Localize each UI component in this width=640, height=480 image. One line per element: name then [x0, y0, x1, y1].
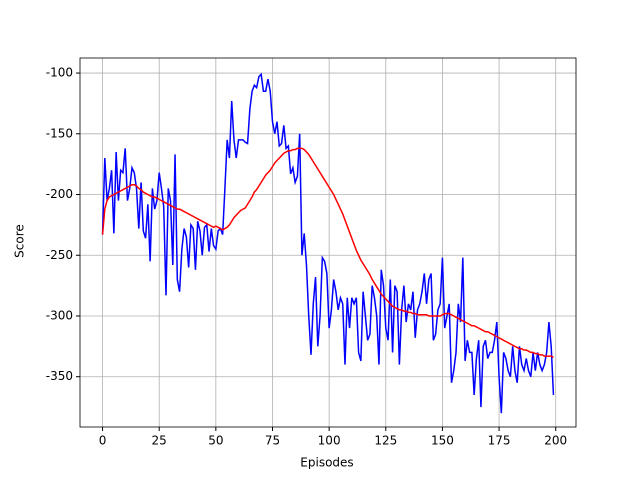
x-tick-label: 0 [99, 434, 107, 448]
x-tick-label: 200 [544, 434, 567, 448]
data-line [101, 72, 555, 414]
x-tick-label: 75 [265, 434, 280, 448]
x-tick-label: 50 [208, 434, 223, 448]
x-tick-label: 100 [318, 434, 341, 448]
y-tick-label: -100 [46, 66, 73, 80]
y-tick-label: -150 [46, 126, 73, 140]
y-tick-label: -200 [46, 187, 73, 201]
x-tick-label: 25 [152, 434, 167, 448]
x-tick-label: 175 [488, 434, 511, 448]
y-tick-label: -250 [46, 248, 73, 262]
data-line [101, 147, 554, 358]
x-axis-label: Episodes [300, 456, 353, 470]
x-tick-label: 125 [374, 434, 397, 448]
y-tick-label: -350 [46, 369, 73, 383]
x-tick-label: 150 [431, 434, 454, 448]
plot-frame [79, 57, 577, 428]
y-tick-label: -300 [46, 308, 73, 322]
y-axis-label: Score [13, 224, 27, 258]
